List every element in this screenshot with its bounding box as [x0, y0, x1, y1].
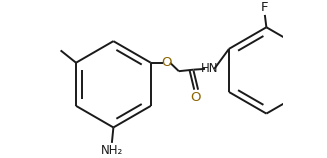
Text: F: F — [261, 1, 268, 14]
Text: HN: HN — [201, 62, 218, 75]
Text: O: O — [190, 91, 200, 104]
Text: O: O — [161, 56, 171, 69]
Text: NH₂: NH₂ — [101, 144, 123, 157]
